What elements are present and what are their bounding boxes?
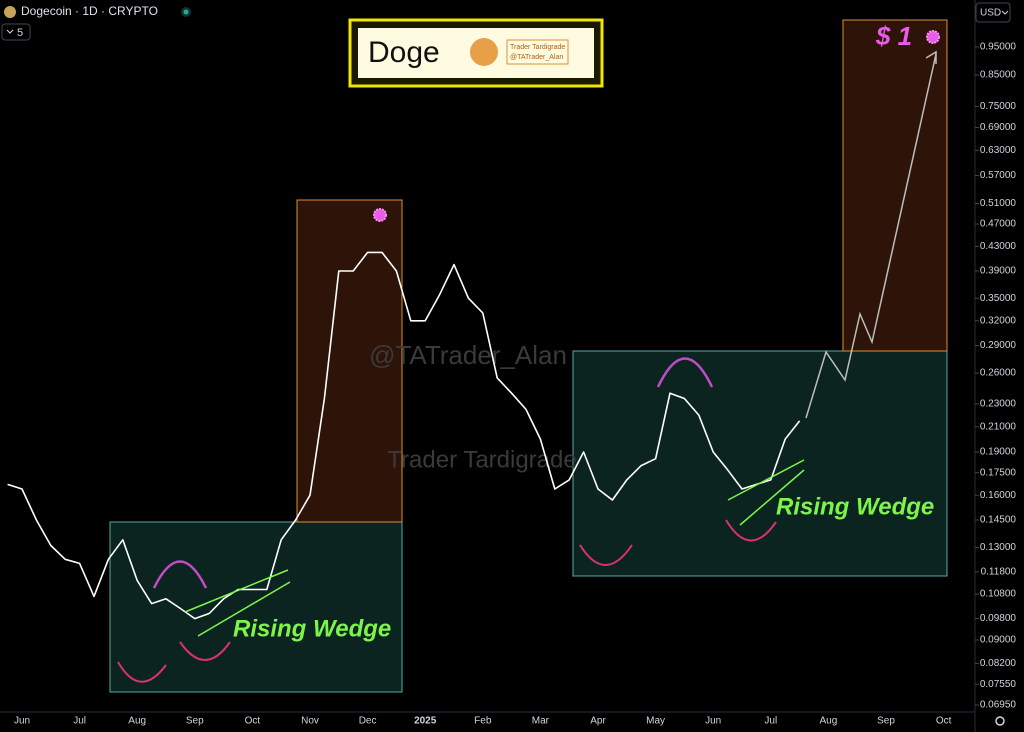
x-tick-label: Apr [590, 716, 606, 727]
chevron [6, 29, 14, 34]
star [926, 30, 940, 44]
badge-text: @TATrader_Alan [510, 54, 563, 61]
arc [179, 641, 231, 661]
wedge-line [727, 459, 805, 501]
wedge-line [184, 569, 289, 613]
y-tick-label: 0.08200 [980, 658, 1017, 669]
y-tick-label: 0.16000 [980, 490, 1017, 501]
x-tick-label: Jun [705, 716, 721, 727]
range-box [109, 521, 403, 693]
x-tick-label: Mar [532, 716, 550, 727]
x-tick-label: Sep [877, 716, 895, 727]
x-tick-label: Oct [245, 716, 261, 727]
wedge-line [197, 581, 291, 637]
x-tick-label: Jun [14, 716, 30, 727]
y-tick-label: 0.10800 [980, 589, 1017, 600]
y-tick-label: 0.07550 [980, 679, 1017, 690]
x-tick-label: Sep [186, 716, 204, 727]
arc [725, 519, 777, 542]
x-tick-label: 2025 [414, 716, 437, 727]
badge-title: Doge [368, 36, 440, 69]
x-tick-label: Jul [73, 716, 86, 727]
y-tick-label: 0.39000 [980, 266, 1017, 277]
y-tick-label: 0.23000 [980, 399, 1017, 410]
x-tick-label: Feb [474, 716, 492, 727]
arc [117, 661, 167, 683]
y-tick-label: 0.19000 [980, 447, 1017, 458]
price-line [7, 251, 801, 620]
y-tick-label: 0.06950 [980, 700, 1017, 711]
x-tick-label: May [646, 716, 665, 727]
indicator-count: 5 [17, 27, 23, 39]
arc [579, 544, 633, 566]
y-tick-label: 0.21000 [980, 421, 1017, 432]
wedge-line [739, 469, 805, 526]
x-tick-label: Dec [359, 716, 377, 727]
badge-text: Trader Tardigrade [510, 44, 565, 51]
annotation: Rising Wedge [776, 493, 934, 520]
y-tick-label: 0.13000 [980, 542, 1017, 553]
y-tick-label: 0.35000 [980, 293, 1017, 304]
y-tick-label: 0.11800 [981, 566, 1017, 577]
badge-box [506, 39, 569, 65]
y-tick-label: 0.26000 [980, 368, 1017, 379]
x-tick-label: Aug [128, 716, 146, 727]
x-tick-label: Oct [936, 716, 952, 727]
y-tick-label: 0.14500 [980, 515, 1017, 526]
arrow-head [925, 50, 937, 64]
y-tick-label: 0.57000 [980, 170, 1017, 181]
arc [656, 357, 714, 388]
y-tick-label: 0.69000 [980, 122, 1017, 133]
watermark: Trader Tardigrade [387, 446, 576, 473]
y-tick-label: 0.75000 [980, 101, 1017, 112]
y-tick-label: 0.17500 [980, 467, 1017, 478]
coin-icon [4, 6, 16, 18]
target-box [842, 19, 948, 352]
y-tick-label: 0.43000 [980, 241, 1017, 252]
currency: USD [980, 8, 1001, 19]
arc [152, 560, 208, 589]
y-tick-label: 0.47000 [980, 219, 1017, 230]
y-tick-label: 0.63000 [980, 145, 1017, 156]
y-tick-label: 0.95000 [980, 42, 1017, 53]
y-tick-label: 0.09800 [980, 613, 1017, 624]
y-tick-label: 0.09000 [980, 635, 1017, 646]
plot-area [7, 251, 801, 620]
x-tick-label: Jul [764, 716, 777, 727]
x-tick-label: Nov [301, 716, 319, 727]
y-tick-label: 0.85000 [980, 70, 1017, 81]
y-tick-label: 0.32000 [980, 315, 1017, 326]
y-tick-label: 0.29000 [980, 340, 1017, 351]
currency-button[interactable] [975, 2, 1011, 23]
watermark: @TATrader_Alan [369, 340, 567, 370]
symbol: Dogecoin · 1D · CRYPTO [21, 4, 158, 18]
status-dot [183, 9, 189, 15]
chevron [1001, 10, 1009, 15]
annotation: $ 1 [875, 21, 912, 51]
projection [805, 53, 937, 419]
x-tick-label: Aug [820, 716, 838, 727]
indicator-toggle[interactable] [1, 23, 31, 41]
settings-icon[interactable] [995, 716, 1005, 726]
annotation: Rising Wedge [233, 615, 391, 642]
logo [470, 38, 498, 66]
range-box [572, 350, 948, 577]
star [373, 208, 387, 222]
y-tick-label: 0.51000 [980, 198, 1017, 209]
